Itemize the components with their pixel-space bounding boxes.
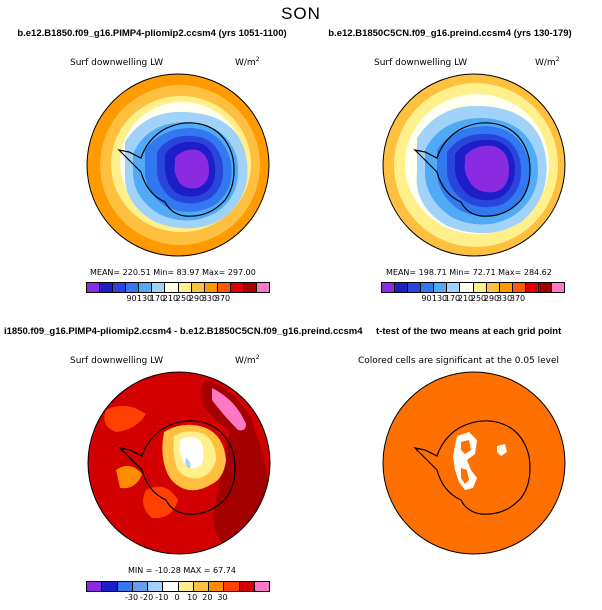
colorbar-tick-label: 90: [421, 294, 432, 303]
panel2-stats: MEAN= 198.71 Min= 72.71 Max= 284.62: [386, 268, 552, 277]
colorbar-swatch: [499, 283, 513, 292]
colorbar-swatch: [132, 582, 148, 591]
colorbar-swatch: [102, 582, 118, 591]
colorbar-swatch: [230, 283, 244, 292]
panel1-variable-label: Surf downwelling LW: [70, 58, 164, 68]
colorbar-tick-label: 20: [202, 593, 213, 602]
season-title: SON: [281, 4, 321, 23]
colorbar-swatch: [538, 283, 553, 292]
panel2-map: [382, 73, 566, 257]
colorbar-swatch: [395, 283, 409, 292]
colorbar-swatch: [87, 582, 103, 591]
colorbar-swatch: [243, 283, 258, 292]
colorbar-tick-label: 210: [457, 294, 474, 303]
colorbar-swatch: [152, 283, 166, 292]
colorbar-tick-label: 10: [187, 593, 198, 602]
colorbar-tick-label: 30: [217, 593, 228, 602]
colorbar-tick-label: 290: [483, 294, 500, 303]
colorbar-tick-label: -20: [140, 593, 154, 602]
colorbar-swatch: [117, 582, 133, 591]
colorbar-swatch: [525, 283, 539, 292]
panel3-map: [87, 371, 271, 555]
colorbar-swatch: [382, 283, 396, 292]
colorbar-swatch: [473, 283, 487, 292]
colorbar-tick-label: 210: [162, 294, 179, 303]
colorbar-tick-label: 250: [175, 294, 192, 303]
panel4-map: [382, 371, 566, 555]
colorbar-tick-label: 370: [509, 294, 526, 303]
colorbar-swatch: [552, 283, 565, 292]
colorbar-swatch: [100, 283, 114, 292]
panel2-variable-label: Surf downwelling LW: [374, 58, 468, 68]
panel3-title: i1850.f09_g16.PIMP4-pliomip2.ccsm4 - b.e…: [4, 326, 363, 337]
colorbar-swatch: [408, 283, 422, 292]
panel1-colorbar-ticks: 90 130 170 210 250 290 330 370: [86, 294, 268, 306]
colorbar-swatch: [191, 283, 205, 292]
panel2-units: W/m2: [535, 56, 560, 68]
panel3-units: W/m2: [235, 354, 260, 366]
colorbar-tick-label: 130: [136, 294, 153, 303]
colorbar-tick-label: 330: [201, 294, 218, 303]
panel1-map: [86, 73, 270, 257]
panel4-title: t-test of the two means at each grid poi…: [376, 326, 562, 337]
colorbar-swatch: [178, 582, 194, 591]
panel2-title: b.e12.B1850C5CN.f09_g16.preind.ccsm4 (yr…: [328, 28, 572, 39]
colorbar-swatch: [447, 283, 461, 292]
colorbar-swatch: [193, 582, 209, 591]
panel4-subtitle: Colored cells are significant at the 0.0…: [358, 356, 560, 366]
colorbar-swatch: [148, 582, 164, 591]
colorbar-swatch: [257, 283, 270, 292]
colorbar-swatch: [512, 283, 526, 292]
colorbar-swatch: [239, 582, 255, 591]
colorbar-swatch: [217, 283, 231, 292]
colorbar-tick-label: 330: [496, 294, 513, 303]
colorbar-tick-label: 130: [431, 294, 448, 303]
colorbar-swatch: [486, 283, 500, 292]
panel2-colorbar: [381, 282, 565, 293]
panel1-units: W/m2: [235, 56, 260, 68]
colorbar-tick-label: 0: [174, 593, 180, 602]
colorbar-tick-label: 170: [149, 294, 166, 303]
colorbar-tick-label: 290: [188, 294, 205, 303]
panel3-stats: MIN = -10.28 MAX = 67.74: [128, 566, 236, 575]
colorbar-tick-label: 250: [470, 294, 487, 303]
colorbar-swatch: [224, 582, 240, 591]
colorbar-swatch: [434, 283, 448, 292]
colorbar-swatch: [209, 582, 225, 591]
panel2-colorbar-ticks: 90 130 170 210 250 290 330 370: [381, 294, 563, 306]
panel1-colorbar: [86, 282, 270, 293]
colorbar-swatch: [421, 283, 435, 292]
colorbar-swatch: [178, 283, 192, 292]
colorbar-swatch: [163, 582, 179, 591]
colorbar-swatch: [126, 283, 140, 292]
panel1-stats: MEAN= 220.51 Min= 83.97 Max= 297.00: [90, 268, 256, 277]
colorbar-tick-label: -30: [124, 593, 139, 602]
colorbar-swatch: [87, 283, 101, 292]
panel3-variable-label: Surf downwelling LW: [70, 356, 164, 366]
colorbar-swatch: [204, 283, 218, 292]
colorbar-tick-label: 170: [444, 294, 461, 303]
colorbar-swatch: [113, 283, 127, 292]
colorbar-tick-label: 90: [126, 294, 137, 303]
panel1-title: b.e12.B1850.f09_g16.PIMP4-pliomip2.ccsm4…: [17, 28, 287, 39]
panel3-colorbar-ticks: -30 -20 -10 0 10 20 30: [86, 593, 268, 605]
colorbar-swatch: [254, 582, 269, 591]
panel3-colorbar: [86, 581, 270, 592]
colorbar-swatch: [165, 283, 179, 292]
colorbar-swatch: [460, 283, 474, 292]
colorbar-swatch: [139, 283, 153, 292]
colorbar-tick-label: 370: [214, 294, 231, 303]
colorbar-tick-label: -10: [155, 593, 169, 602]
